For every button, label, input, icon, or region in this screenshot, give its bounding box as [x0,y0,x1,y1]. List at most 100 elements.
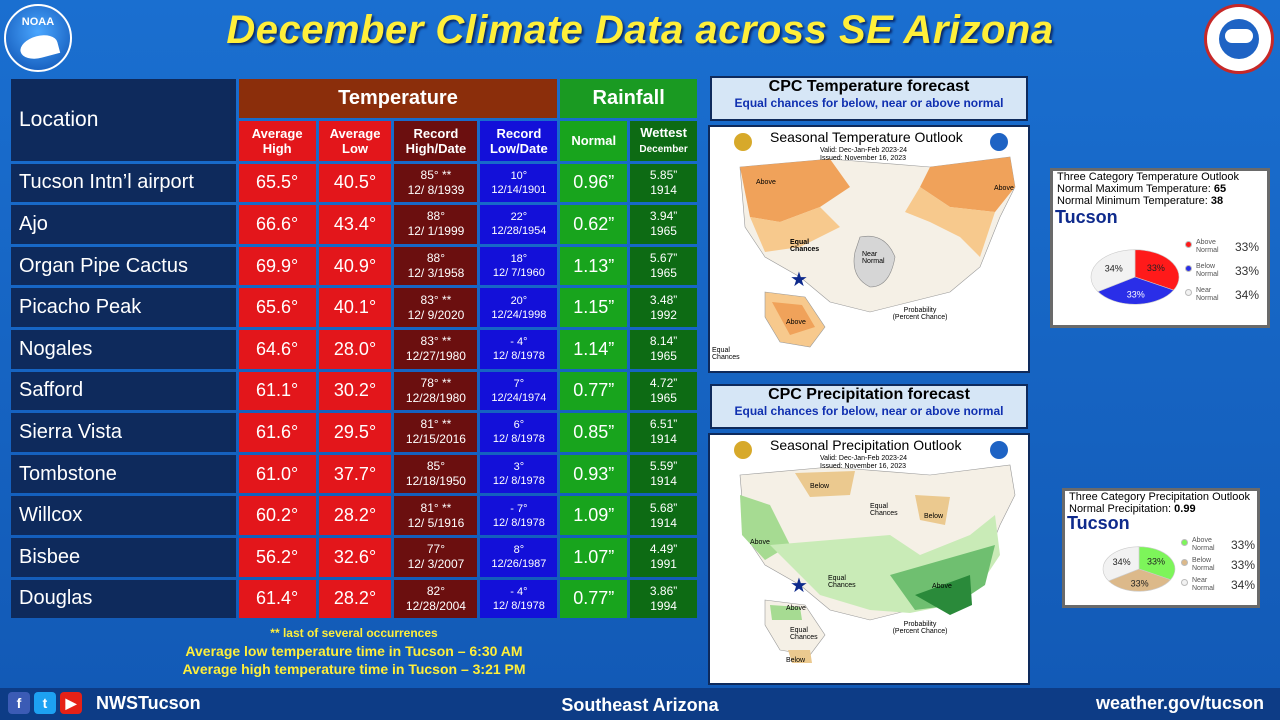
legend-label: Above Normal [1196,239,1219,254]
table-row: Tombstone 61.0° 37.7° 85° 12/18/1950 3° 12/ 8/… [11,454,697,494]
precip-pie-city: Tucson [1067,513,1130,533]
facebook-icon[interactable]: f [8,692,30,714]
pie-slice-label: 33% [1147,557,1165,567]
wettest-cell: 4.72” 1965 [630,371,697,411]
normal-precip: Normal Precipitation: 0.99 [1069,503,1196,515]
tucson-star-icon: ★ [790,575,808,597]
precip-map-dates: Valid: Dec-Jan-Feb 2023-24 Issued: Novemb… [820,455,908,470]
normal-rain-cell: 1.13” [560,246,628,286]
noaa-logo: NOAA [4,4,72,72]
legend-label: Near Normal [1196,287,1219,302]
location-cell: Sierra Vista [11,413,236,452]
temp-label-equal: Equal Chances [790,239,820,253]
table-row: Organ Pipe Cactus 69.9° 40.9° 88° 12/ 3/1958… [11,246,697,286]
note-high-time: Average high temperature time in Tucson … [182,661,526,677]
table-row: Ajo 66.6° 43.4° 88° 12/ 1/1999 22° 12/28/1954 0… [11,205,697,244]
temp-outlook-shapes [739,156,1016,348]
normal-rain-cell: 1.07” [560,537,628,577]
normal-rain-cell: 1.15” [560,288,628,327]
footer-bar [0,688,1280,720]
pie-slice-near-normal [1102,546,1140,582]
avg-high-cell: 64.6° [238,329,316,369]
precip-forecast-subtitle: Equal chances for below, near or above n… [734,404,1004,418]
avg-high-cell: 61.6° [238,413,316,452]
temp-label-near: Near Normal [862,251,885,265]
pie-slice-below-normal [1097,276,1175,305]
precip-pie-title: Three Category Precipitation Outlook [1069,491,1250,503]
avg-high-cell: 60.2° [238,496,316,535]
precip-outlook-map: Seasonal Precipitation Outlook Valid: De… [708,433,1030,685]
youtube-icon[interactable]: ▶ [60,692,82,714]
record-low-cell: 20° 12/24/1998 [480,288,558,327]
table-row: Safford 61.1° 30.2° 78° ** 12/28/1980 7° 12/24… [11,371,697,411]
precip-outlook-shapes [739,464,1016,663]
temp-forecast-title: CPC Temperature forecast [768,78,970,95]
precip-outlook-pie-panel: Three Category Precipitation Outlook Nor… [1062,488,1260,608]
legend-label: Below Normal [1196,263,1219,278]
pie-slice-label: 33% [1127,290,1145,300]
table-row: Nogales 64.6° 28.0° 83° ** 12/27/1980- 4° 12/… [11,329,697,369]
precip-pie-chart: 33% 33% 34% [1102,546,1176,592]
temp-outlook-pie-panel: Three Category Temperature Outlook Norma… [1050,168,1270,328]
record-high-cell: 82° 12/28/2004 [394,579,478,619]
avg-high-cell: 66.6° [238,205,316,244]
table-row: Bisbee 56.2° 32.6° 77° 12/ 3/2007 8° 12/26/198… [11,537,697,577]
normal-rain-cell: 0.77” [560,371,628,411]
normal-max-temp: Normal Maximum Temperature: 65 [1057,183,1227,195]
legend-swatch [1185,241,1192,248]
pie-slice-label: 33% [1147,263,1165,273]
noaa-seal-icon [734,441,752,459]
avg-high-cell: 56.2° [238,537,316,577]
rainfall-header: Rainfall [560,79,697,118]
legend-swatch [1185,265,1192,272]
temp-label-above-ak: Above [786,319,806,326]
temp-map-dates: Valid: Dec-Jan-Feb 2023-24 Issued: Novemb… [820,147,908,162]
record-low-cell: 7° 12/24/1974 [480,371,558,411]
record-low-cell: 3° 12/ 8/1978 [480,454,558,494]
pie-slice-above-normal [1134,249,1180,291]
temp-pie-chart: 33% 33% 34% [1090,249,1180,305]
legend-label: Above Normal [1192,537,1215,552]
record-low-cell: 18° 12/ 7/1960 [480,246,558,286]
location-cell: Willcox [11,496,236,535]
temp-forecast-subtitle: Equal chances for below, near or above n… [734,96,1004,110]
website-link[interactable]: weather.gov/tucson [1095,693,1264,713]
col-header-wettest: Wettest December [630,120,697,161]
wettest-cell: 6.51” 1914 [630,413,697,452]
col-header-avg-low: Average Low [318,120,392,161]
avg-low-cell: 40.9° [318,246,392,286]
precip-label-below-ne: Below [924,513,944,520]
location-cell: Douglas [11,579,236,619]
legend-label: Below Normal [1192,557,1215,572]
legend-percent: 33% [1235,264,1260,278]
temperature-header: Temperature [238,79,558,118]
precip-forecast-header: CPC Precipitation forecast Equal chances… [710,384,1028,429]
location-cell: Ajo [11,205,236,244]
cloud-icon [1225,29,1253,43]
normal-rain-cell: 0.96” [560,163,628,203]
col-header-record-low: Record Low/Date [480,120,558,161]
location-cell: Organ Pipe Cactus [11,246,236,286]
precip-label-equal-ak: Equal Chances [790,627,818,641]
table-row: Douglas 61.4° 28.2° 82° 12/28/2004- 4° 12/ 8/… [11,579,697,619]
avg-high-cell: 69.9° [238,246,316,286]
location-cell: Bisbee [11,537,236,577]
precip-label-equal-n: Equal Chances [870,503,898,517]
legend-label: Near Normal [1192,577,1215,592]
record-high-cell: 88° 12/ 1/1999 [394,205,478,244]
wettest-cell: 4.49” 1991 [630,537,697,577]
avg-low-cell: 30.2° [318,371,392,411]
precip-label-below-n: Below [810,483,830,490]
precip-label-above-w: Above [750,539,770,546]
wettest-cell: 3.86” 1994 [630,579,697,619]
normal-rain-cell: 0.62” [560,205,628,244]
tucson-star-icon: ★ [790,269,808,291]
temp-label-above-nw: Above [756,179,776,186]
legend-percent: 33% [1235,240,1260,254]
pie-slice-below-normal [1108,568,1172,592]
record-high-cell: 81° ** 12/ 5/1916 [394,496,478,535]
twitter-icon[interactable]: t [34,692,56,714]
noaa-logo-text: NOAA [21,16,55,28]
record-high-cell: 78° ** 12/28/1980 [394,371,478,411]
wettest-cell: 3.94” 1965 [630,205,697,244]
